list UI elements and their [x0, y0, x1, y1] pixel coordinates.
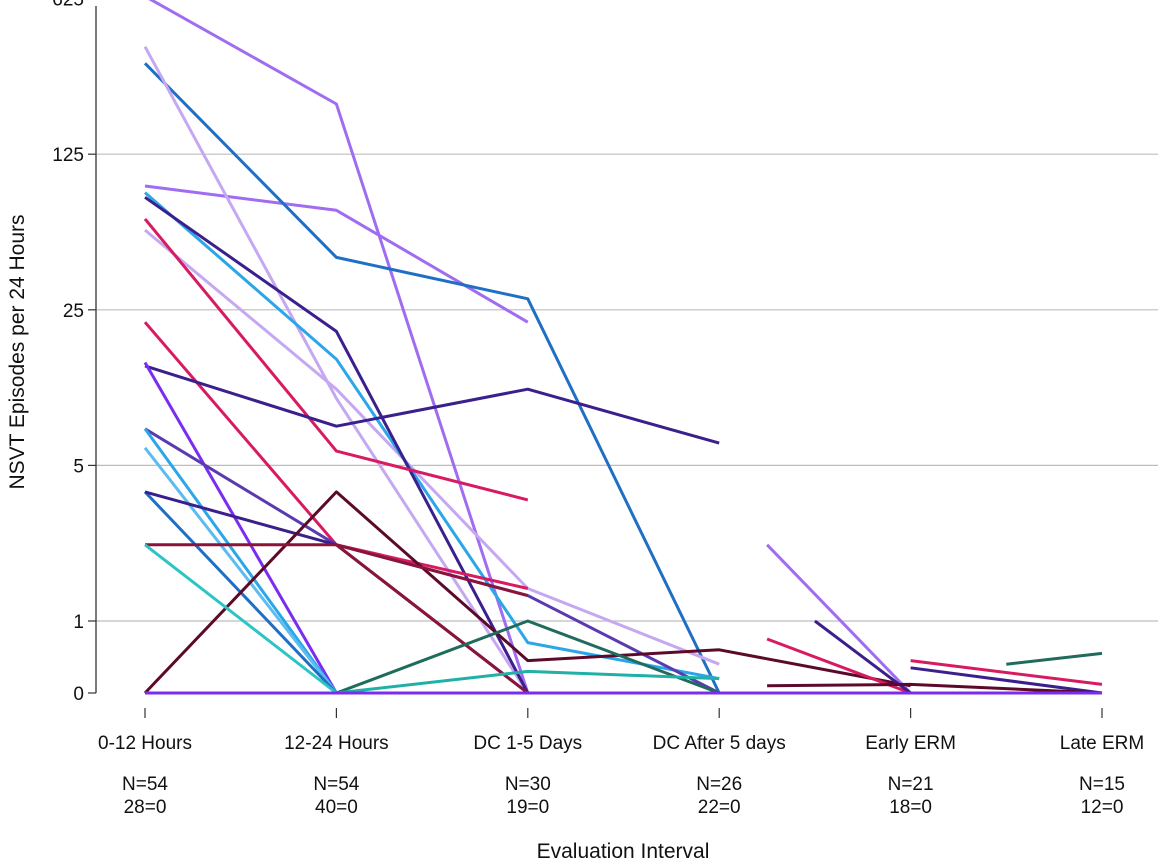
y-axis: 625 125 25 5 1 0 — [52, 0, 97, 705]
series-line-6 — [144, 196, 530, 694]
y-tick-label: 1 — [73, 612, 84, 633]
series-line-24 — [813, 619, 912, 695]
y-tick-label: 25 — [63, 301, 84, 322]
n-count-label: N=26 — [696, 774, 742, 795]
zero-count-label: 12=0 — [1081, 797, 1124, 818]
series-line-25 — [910, 659, 1103, 686]
series-line-21 — [336, 669, 720, 695]
n-count-label: N=30 — [505, 774, 551, 795]
y-tick-label: 125 — [52, 145, 84, 166]
series-line-27 — [1006, 651, 1103, 666]
series-line-26 — [910, 666, 1103, 695]
series-line-3 — [143, 45, 530, 694]
n-count-label: N=15 — [1079, 774, 1125, 795]
series-line-22 — [766, 543, 912, 695]
series-line-7 — [143, 217, 529, 502]
y-tick-label: 0 — [73, 684, 84, 705]
n-count-label: N=54 — [122, 774, 168, 795]
y-tick-label: 5 — [73, 456, 84, 477]
series-line-28 — [767, 682, 1103, 695]
x-tick-label: DC 1-5 Days — [473, 733, 582, 754]
series-line-9 — [144, 364, 720, 445]
series-lines — [143, 0, 1103, 695]
series-line-1 — [144, 184, 529, 324]
series-line-12 — [143, 427, 338, 694]
n-count-label: N=54 — [313, 774, 359, 795]
x-tick-label: 0-12 Hours — [98, 733, 192, 754]
y-tick-label: 625 — [52, 0, 84, 11]
series-line-18 — [335, 543, 529, 695]
x-tick-label: Late ERM — [1060, 733, 1144, 754]
series-line-4 — [144, 228, 720, 666]
series-line-2 — [143, 62, 721, 694]
zero-count-label: 40=0 — [315, 797, 358, 818]
series-line-16 — [143, 490, 911, 695]
zero-count-label: 19=0 — [506, 797, 549, 818]
x-tick-label: Early ERM — [865, 733, 956, 754]
n-count-label: N=21 — [888, 774, 934, 795]
y-axis-title: NSVT Episodes per 24 Hours — [6, 214, 29, 489]
series-line-8 — [143, 321, 529, 590]
zero-count-label: 28=0 — [124, 797, 167, 818]
series-line-19 — [144, 543, 338, 695]
x-tick-label: DC After 5 days — [653, 733, 786, 754]
series-line-0 — [148, 0, 530, 694]
zero-count-label: 18=0 — [889, 797, 932, 818]
series-line-5 — [144, 191, 720, 681]
gridlines — [96, 153, 1158, 622]
zero-count-label: 22=0 — [698, 797, 741, 818]
x-tick-label: 12-24 Hours — [284, 733, 389, 754]
series-line-10 — [143, 361, 338, 694]
series-line-20 — [335, 619, 720, 695]
series-line-13 — [143, 446, 338, 694]
x-axis-title: Evaluation Interval — [537, 840, 710, 863]
